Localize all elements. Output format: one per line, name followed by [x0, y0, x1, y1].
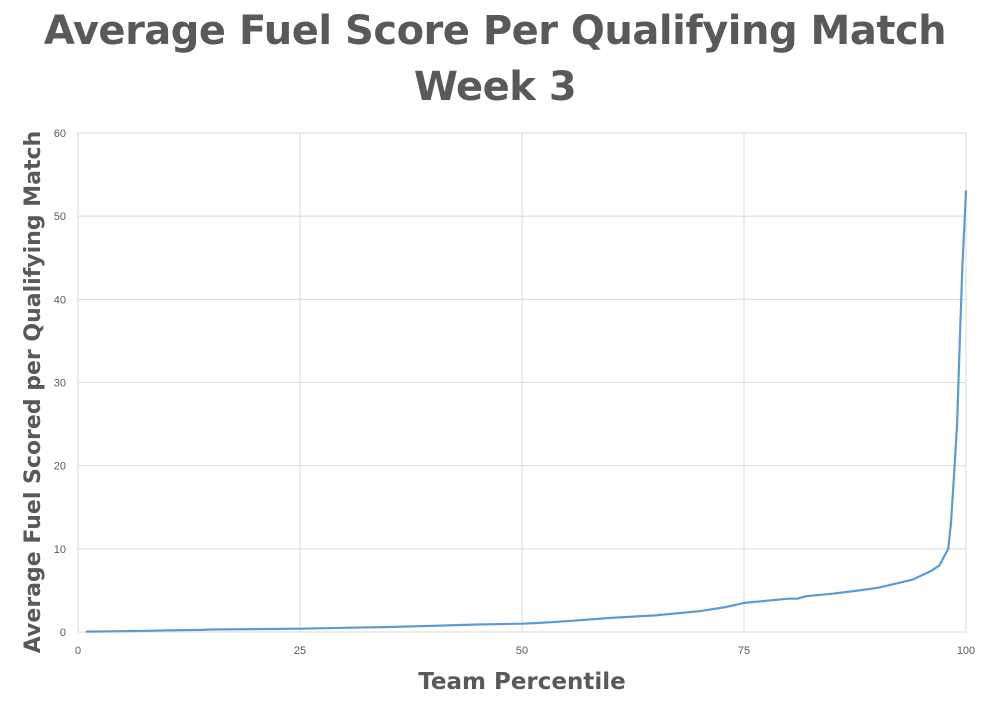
y-tick-label: 0	[60, 627, 66, 639]
y-axis-label: Average Fuel Scored per Qualifying Match	[21, 131, 46, 653]
x-tick-label: 100	[957, 645, 975, 657]
gridlines	[77, 132, 967, 633]
chart-title-line-1: Average Fuel Score Per Qualifying Match	[43, 8, 947, 54]
x-tick-label: 25	[294, 645, 306, 657]
y-tick-label: 10	[54, 544, 66, 556]
y-tick-labels: 0 10 20 30 40 50 60	[54, 128, 66, 639]
x-tick-label: 50	[516, 645, 528, 657]
chart-title-line-2: Week 3	[413, 64, 577, 110]
x-axis-label: Team Percentile	[418, 669, 626, 695]
series-group	[85, 190, 968, 633]
x-tick-label: 75	[738, 645, 750, 657]
y-tick-label: 30	[54, 378, 66, 390]
x-tick-label: 0	[75, 645, 81, 657]
y-tick-label: 50	[54, 211, 66, 223]
x-tick-labels: 0 25 50 75 100	[75, 645, 975, 657]
series-line	[85, 190, 968, 633]
y-tick-label: 20	[54, 461, 66, 473]
y-tick-label: 40	[54, 294, 66, 306]
y-tick-label: 60	[54, 128, 66, 140]
